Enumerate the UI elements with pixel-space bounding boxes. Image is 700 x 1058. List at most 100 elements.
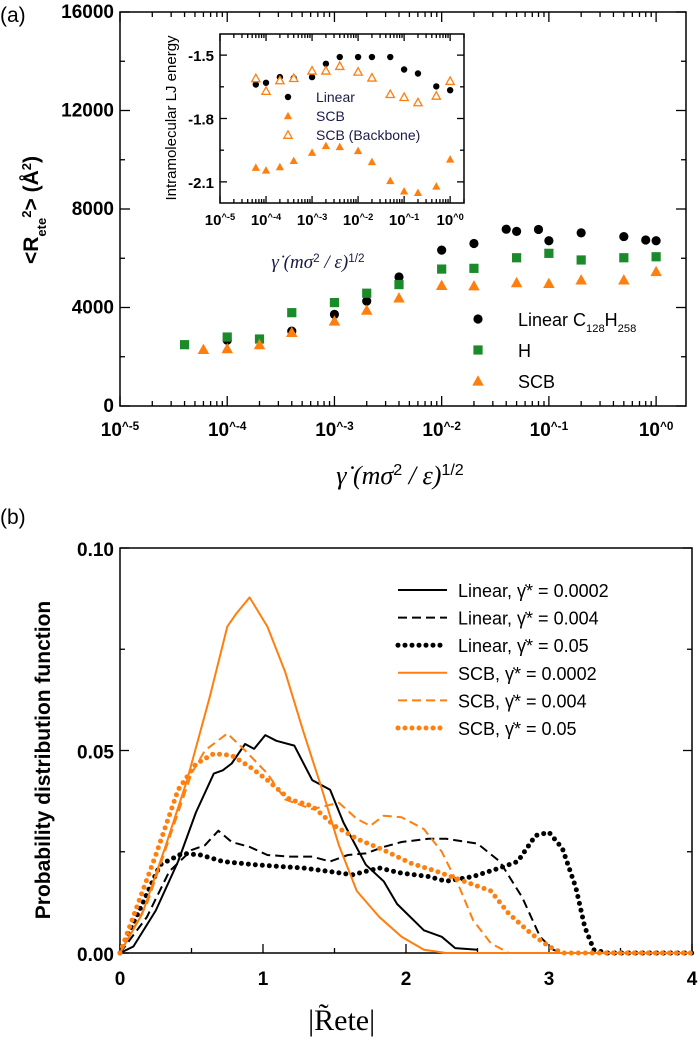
x-tick-label: 10^-1 <box>530 420 569 442</box>
inset-legend-marker <box>284 93 292 101</box>
data-point-h <box>362 288 372 298</box>
x-tick-label: 10^-2 <box>343 212 373 229</box>
inset-data-point <box>320 65 332 75</box>
data-point-scb <box>221 342 233 354</box>
inset-data-point <box>308 73 316 81</box>
data-point-scb <box>197 343 210 354</box>
y-tick-label: -1.8 <box>188 112 214 129</box>
inset-x-axis-title: γ̇ (mσ2 / ε)1/2 <box>271 252 364 274</box>
inset-data-point <box>288 72 299 83</box>
panel-label-b: (b) <box>0 506 26 529</box>
data-point-scb <box>328 315 341 326</box>
inset-data-point <box>414 70 422 77</box>
data-point-scb <box>650 265 662 277</box>
y-tick-label: -1.5 <box>188 48 214 65</box>
inset-data-point <box>431 90 442 100</box>
curve-linear-solid <box>119 734 478 954</box>
legend-label: SCB, γ̇* = 0.004 <box>458 691 587 711</box>
inset-data-point <box>336 53 343 61</box>
inset-scatter-plot: 10^-5 10^-4 10^-3 10^-2 10^-1 10^0 -1.5 -1.8 -2.… <box>163 33 465 274</box>
data-point-linear <box>469 238 479 249</box>
x-tick-label: 10^-3 <box>315 420 354 442</box>
inset-data-point <box>260 85 272 95</box>
inset-data-point <box>398 91 410 102</box>
y-tick-label: 0.05 <box>77 743 114 764</box>
legend-marker-h <box>473 345 483 355</box>
data-point-h <box>329 297 340 308</box>
x-tick-label: 10^-2 <box>422 420 461 442</box>
data-point-h <box>437 264 447 274</box>
data-point-h <box>651 252 661 262</box>
x-tick-label: 10^-1 <box>389 212 419 229</box>
inset-data-point <box>446 86 454 94</box>
legend-label-scb: SCB <box>518 372 555 392</box>
data-point-scb <box>286 326 298 337</box>
inset-legend-label: SCB <box>316 108 345 124</box>
inset-data-point <box>322 60 330 67</box>
inset-legend-label: Linear <box>316 89 355 105</box>
inset-data-point <box>399 187 409 195</box>
inset-data-point <box>289 156 298 165</box>
inset-legend-marker <box>283 111 293 120</box>
inset-data-point <box>366 72 378 82</box>
data-point-scb <box>575 274 587 285</box>
inset-data-point <box>386 176 395 185</box>
legend-label: Linear, γ̇* = 0.0002 <box>458 581 609 601</box>
x-tick-label: 0 <box>115 969 126 990</box>
data-point-linear <box>362 296 372 306</box>
pdf-line-plot: 0 1 2 3 4 0.00 0.05 0.10 Probability distributio… <box>32 540 698 1037</box>
data-point-linear <box>641 235 651 245</box>
legend-label: Linear, γ̇* = 0.05 <box>458 636 589 656</box>
inset-data-point <box>275 162 285 171</box>
data-point-scb <box>510 276 523 288</box>
data-point-linear <box>394 272 404 282</box>
data-point-linear <box>544 236 554 246</box>
inset-data-point <box>274 74 286 85</box>
data-point-scb <box>543 277 555 288</box>
inset-data-point <box>400 66 408 73</box>
x-axis-title: |R̃ete| <box>308 1004 375 1037</box>
legend-label-h: H <box>518 341 531 361</box>
inset-data-point <box>368 53 376 61</box>
data-point-scb <box>618 274 630 285</box>
data-point-linear <box>619 231 629 242</box>
y-tick-label: 0 <box>103 396 114 417</box>
x-tick-label: 10^-4 <box>208 420 247 442</box>
inset-data-point <box>444 75 456 86</box>
data-point-h <box>287 308 297 318</box>
x-tick-label: 4 <box>687 969 698 990</box>
data-point-linear <box>501 224 511 234</box>
curve-scb-dotted <box>117 751 695 956</box>
data-point-scb <box>360 304 373 315</box>
x-tick-label: 2 <box>401 969 412 990</box>
inset-data-point <box>433 83 440 90</box>
curve-scb-dashed <box>119 732 692 954</box>
series-linear <box>222 224 661 345</box>
y-tick-label: 0.10 <box>77 540 114 561</box>
y-tick-label: 12000 <box>61 101 114 122</box>
inset-data-point <box>251 163 260 171</box>
data-point-scb <box>253 338 266 350</box>
x-tick-label: 3 <box>544 969 555 990</box>
inset-series-1 <box>251 141 455 196</box>
inset-y-axis-title: Intramolecular LJ energy <box>163 35 180 201</box>
x-tick-label: 10^0 <box>436 212 463 229</box>
inset-data-point <box>387 53 394 61</box>
inset-data-point <box>385 88 396 99</box>
legend-label-linear: Linear C128H258 <box>518 310 636 335</box>
inset-data-point <box>261 166 271 174</box>
data-point-scb <box>435 279 448 290</box>
x-tick-label: 1 <box>258 969 269 990</box>
x-tick-label: 10^0 <box>639 420 674 442</box>
inset-data-point <box>321 141 331 150</box>
data-point-linear <box>437 245 447 255</box>
data-point-linear <box>576 228 586 238</box>
inset-data-point <box>250 72 262 83</box>
inset-data-point <box>413 188 423 196</box>
legend-marker-linear <box>473 314 483 324</box>
inset-data-point <box>412 96 424 107</box>
inset-data-point <box>446 155 455 163</box>
inset-data-point <box>335 142 344 151</box>
data-point-linear <box>533 224 544 235</box>
